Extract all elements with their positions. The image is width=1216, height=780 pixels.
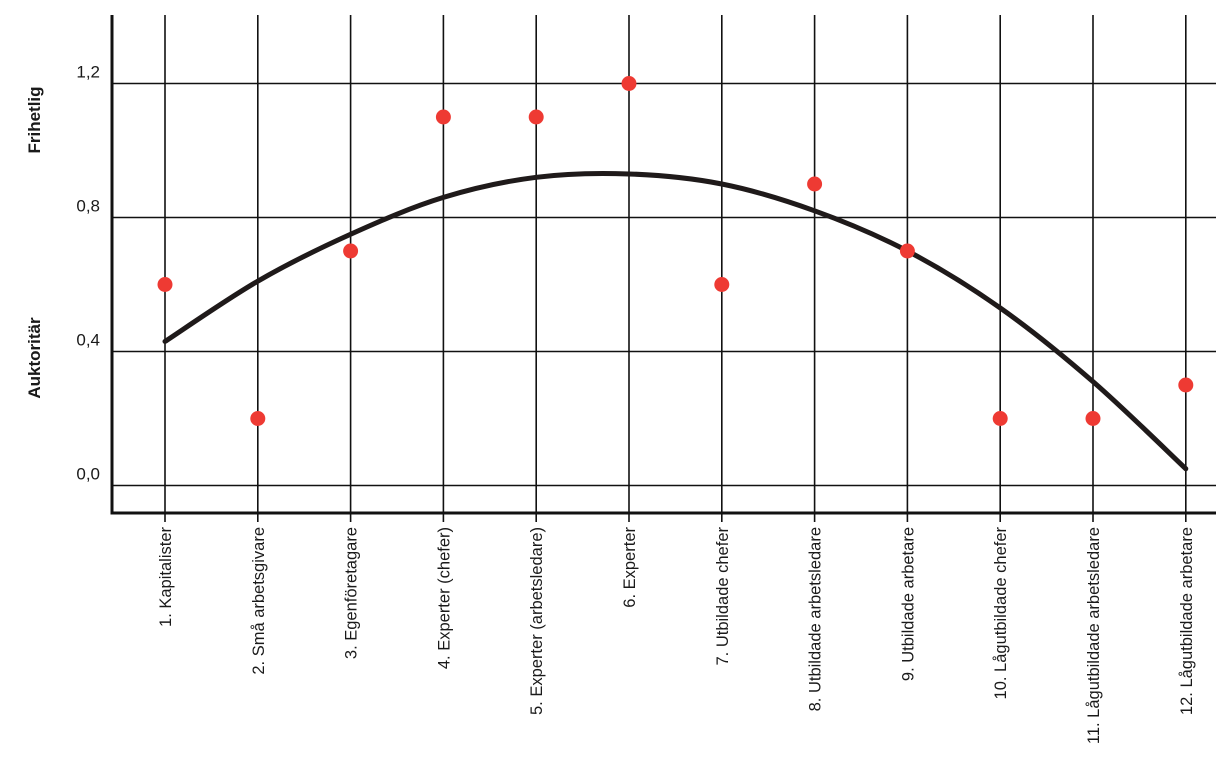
- category-label: 2. Små arbetsgivare: [250, 527, 268, 675]
- data-point: [250, 411, 266, 426]
- category-label: 5. Experter (arbetsledare): [528, 527, 546, 715]
- data-point: [1085, 411, 1101, 426]
- category-label: 3. Egenföretagare: [343, 527, 361, 659]
- y-tick-label: 1,2: [76, 63, 100, 82]
- y-tick-label: 0,0: [76, 465, 100, 484]
- category-label: 7. Utbildade chefer: [714, 527, 732, 666]
- category-label: 4. Experter (chefer): [435, 527, 453, 669]
- y-label-low: Auktoritär: [25, 317, 44, 399]
- category-label: 11. Lågutbildade arbetsledare: [1085, 527, 1103, 744]
- data-points: [157, 76, 1194, 426]
- category-labels: 1. Kapitalister 2. Små arbetsgivare 3. Ege…: [157, 526, 1196, 744]
- data-point: [157, 277, 173, 292]
- category-label: 12. Lågutbildade arbetare: [1178, 527, 1196, 715]
- data-point: [807, 176, 823, 192]
- category-label: 6. Experter: [621, 527, 639, 608]
- axes: [110, 15, 1216, 522]
- data-point: [714, 277, 730, 292]
- category-label: 1. Kapitalister: [157, 526, 175, 626]
- data-point: [528, 109, 544, 125]
- category-label: 10. Lågutbildade chefer: [992, 526, 1010, 699]
- category-label: 8. Utbildade arbetsledare: [807, 527, 825, 711]
- category-label: 9. Utbildade arbetare: [899, 527, 917, 681]
- data-point: [621, 76, 637, 91]
- trend-curve: [162, 170, 1189, 472]
- data-point: [1178, 377, 1194, 393]
- y-tick-labels: 0,0 0,4 0,8 1,2: [76, 63, 100, 484]
- y-tick-label: 0,4: [76, 331, 100, 350]
- y-tick-label: 0,8: [76, 197, 100, 216]
- y-label-high: Frihetlig: [25, 86, 44, 153]
- data-point: [435, 109, 451, 125]
- data-point: [899, 243, 915, 259]
- grid-lines: [112, 15, 1216, 513]
- data-point: [343, 243, 359, 259]
- data-point: [992, 411, 1008, 426]
